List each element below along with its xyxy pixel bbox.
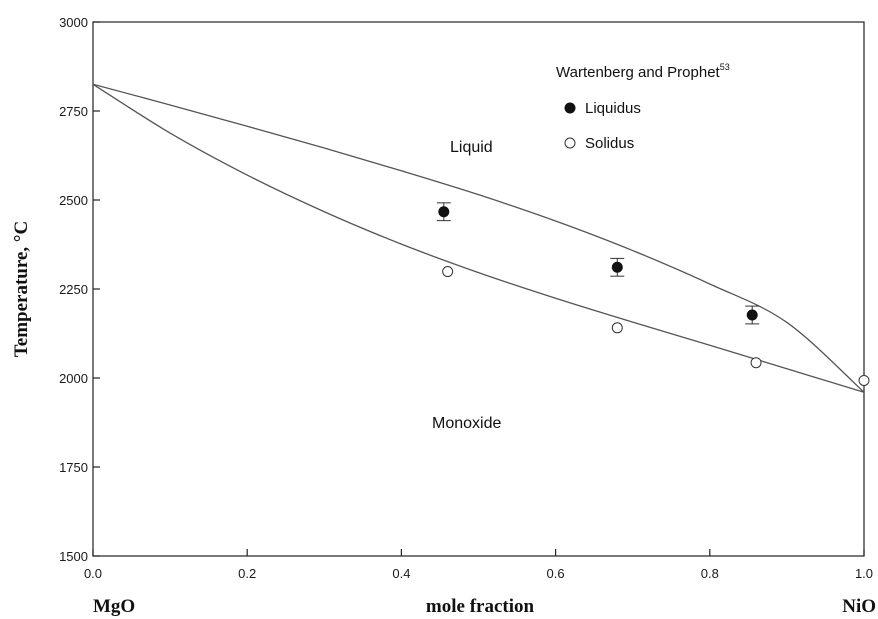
solidus-line	[92, 83, 865, 393]
solidus-data-point	[858, 374, 870, 386]
x-axis-left-label: MgO	[93, 596, 135, 617]
liquidus-line	[92, 83, 865, 393]
y-tick-label: 2250	[59, 282, 88, 297]
x-axis-right-label: NiO	[842, 596, 876, 617]
legend-title: Wartenberg and Prophet53	[556, 62, 730, 81]
x-axis-title: mole fraction	[426, 596, 535, 617]
data-points	[436, 202, 870, 386]
x-tick-label: 0.6	[547, 566, 565, 581]
plot-frame	[92, 21, 865, 557]
liquidus-data-point	[746, 309, 758, 321]
phase-boundary-curves	[92, 83, 865, 393]
y-axis-ticks: 1500 1750 2000 2250 2500 2750 3000	[59, 15, 100, 564]
monoxide-region-label: Monoxide	[432, 415, 501, 432]
y-tick-label: 2000	[59, 371, 88, 386]
legend-solidus-label: Solidus	[585, 135, 634, 152]
y-tick-label: 2750	[59, 104, 88, 119]
x-tick-label: 0.0	[84, 566, 102, 581]
legend-title-superscript: 53	[720, 62, 730, 72]
legend-solidus-marker	[564, 137, 576, 149]
solidus-data-point	[750, 357, 762, 369]
liquid-region-label: Liquid	[450, 139, 493, 156]
y-tick-label: 1750	[59, 460, 88, 475]
liquidus-data-point	[438, 206, 450, 218]
solidus-data-point	[611, 322, 623, 334]
legend-liquidus-marker	[564, 102, 576, 114]
legend: Wartenberg and Prophet53 Liquidus Solidu…	[556, 62, 730, 152]
x-tick-label: 1.0	[855, 566, 873, 581]
x-tick-label: 0.8	[701, 566, 719, 581]
x-tick-label: 0.2	[238, 566, 256, 581]
y-axis-title: Temperature, °C	[11, 221, 32, 357]
y-tick-label: 3000	[59, 15, 88, 30]
y-tick-label: 1500	[59, 549, 88, 564]
legend-liquidus-label: Liquidus	[585, 100, 641, 117]
x-axis-ticks: 0.0 0.2 0.4 0.6 0.8 1.0	[84, 549, 873, 581]
x-tick-label: 0.4	[392, 566, 410, 581]
liquidus-data-point	[611, 261, 623, 273]
solidus-data-point	[442, 266, 454, 278]
y-tick-label: 2500	[59, 193, 88, 208]
